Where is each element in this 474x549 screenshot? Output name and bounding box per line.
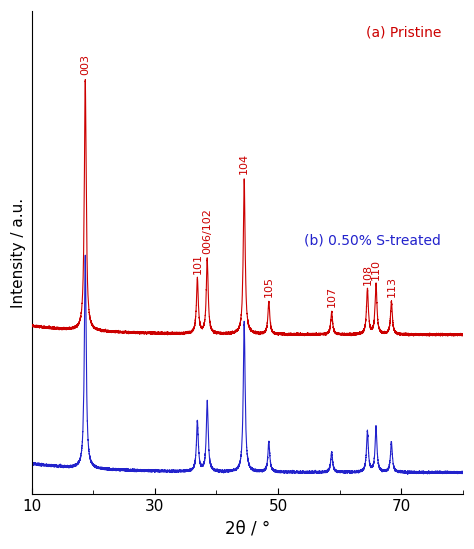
Text: (b) 0.50% S-treated: (b) 0.50% S-treated [304,233,441,248]
Text: 107: 107 [327,286,337,307]
Text: 101: 101 [192,253,202,274]
Text: 104: 104 [239,153,249,174]
X-axis label: 2θ / °: 2θ / ° [225,520,270,538]
Text: 113: 113 [386,276,396,297]
Text: 003: 003 [80,54,90,75]
Text: 006/102: 006/102 [202,208,212,254]
Text: 108: 108 [363,264,373,284]
Text: (a) Pristine: (a) Pristine [366,26,441,40]
Text: 110: 110 [371,259,381,279]
Text: 105: 105 [264,276,274,297]
Y-axis label: Intensity / a.u.: Intensity / a.u. [11,198,26,308]
